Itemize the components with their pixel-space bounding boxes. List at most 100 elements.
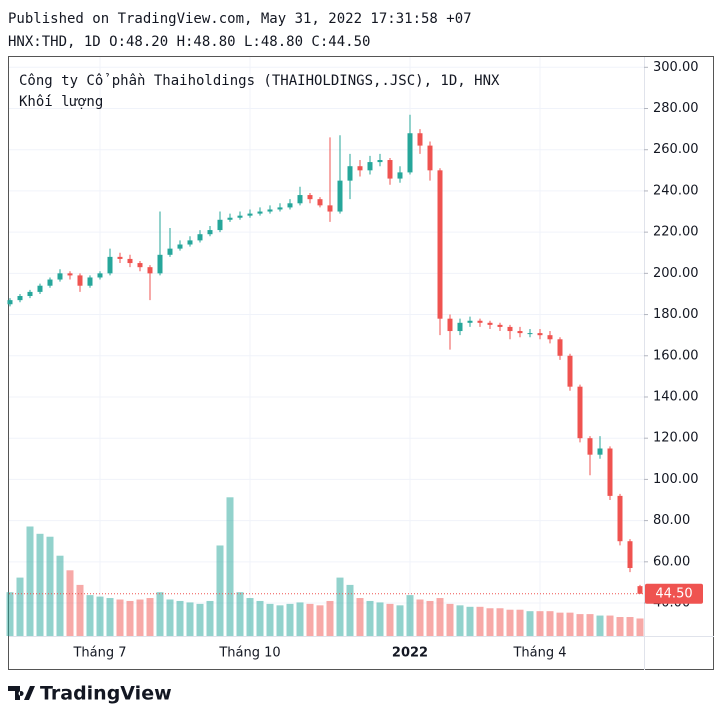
y-tick-label: 280.00 [653, 101, 699, 116]
volume-bar [136, 599, 144, 636]
candle-body [357, 166, 363, 171]
logo [8, 686, 35, 700]
last-price-box [645, 583, 703, 604]
candle-body [607, 448, 613, 496]
candle-body [47, 279, 53, 286]
candle-body [397, 172, 403, 179]
axes: 40.0060.0080.00100.00120.00140.00160.001… [9, 60, 703, 661]
volume-bar [366, 600, 374, 636]
candle-body [437, 170, 443, 319]
volume-bar [126, 600, 134, 636]
volume-bar [476, 606, 484, 636]
candle-body [117, 256, 123, 259]
volume-bar [336, 577, 344, 636]
volume-bar [316, 605, 324, 636]
volume-bar [26, 526, 34, 636]
volume-bar [446, 603, 454, 636]
y-tick-label: 300.00 [653, 60, 699, 75]
x-tick-label: Tháng 7 [72, 646, 126, 661]
y-tick-label: 80.00 [653, 513, 690, 528]
y-tick-label: 120.00 [653, 431, 699, 446]
candle-body [527, 333, 533, 335]
volume-bar [626, 617, 634, 636]
candle-body [277, 207, 283, 210]
volume-bar [536, 611, 544, 636]
volume-bar [436, 598, 444, 636]
volume-bar [6, 592, 14, 636]
volume-bar [56, 555, 64, 636]
candle-body [167, 248, 173, 255]
volume-bar [66, 570, 74, 636]
volume-bar [296, 602, 304, 636]
grid [9, 57, 644, 636]
volume-bar [306, 603, 314, 636]
candle-layer [7, 114, 643, 594]
volume-bar [516, 609, 524, 636]
candle-body [497, 324, 503, 327]
candle-body [617, 495, 623, 542]
candle-body [257, 211, 263, 214]
volume-bar [396, 605, 404, 636]
candle-body [337, 180, 343, 212]
volume-bar [546, 611, 554, 636]
candle-body [377, 160, 383, 163]
volume-bar [636, 618, 644, 636]
candle-body [57, 273, 63, 280]
y-tick-label: 180.00 [653, 307, 699, 322]
candle-body [127, 258, 133, 264]
volume-bar [466, 606, 474, 636]
volume-bar [256, 600, 264, 636]
candle-body [447, 318, 453, 332]
candle-body [567, 355, 573, 387]
candle-body [577, 386, 583, 439]
candle-body [7, 300, 13, 305]
candle-body [77, 275, 83, 286]
candle-body [157, 254, 163, 274]
last-price-label: 44.50 [655, 586, 692, 601]
candle-body [237, 215, 243, 218]
candle-body [597, 448, 603, 455]
volume-bar [486, 608, 494, 636]
volume-bar [146, 598, 154, 636]
candle-body [557, 339, 563, 356]
volume-layer [6, 497, 644, 636]
volume-bar [416, 599, 424, 636]
x-tick-label: Tháng 4 [512, 646, 566, 661]
y-tick-label: 200.00 [653, 266, 699, 281]
candle-body [87, 277, 93, 286]
volume-bar [406, 595, 414, 636]
candle-body [507, 326, 513, 332]
volume-bar [166, 599, 174, 636]
y-tick-label: 60.00 [653, 554, 690, 569]
volume-bar [566, 612, 574, 636]
volume-bar [496, 608, 504, 636]
candle-body [17, 296, 23, 301]
x-tick-label: 2022 [392, 646, 428, 661]
volume-bar [606, 615, 614, 636]
candle-body [207, 230, 213, 235]
candle-body [587, 438, 593, 455]
candle-body [37, 285, 43, 292]
volume-bar [266, 603, 274, 636]
candle-body [327, 205, 333, 212]
candle-body [137, 263, 143, 268]
candle-body [467, 320, 473, 323]
candle-body [547, 335, 553, 340]
candle-body [427, 145, 433, 171]
candle-body [417, 133, 423, 146]
candle-body [297, 195, 303, 204]
volume-bar [216, 545, 224, 636]
volume-bar [286, 603, 294, 636]
y-tick-label: 160.00 [653, 348, 699, 363]
y-tick-label: 240.00 [653, 183, 699, 198]
candle-body [197, 234, 203, 241]
candle-body [477, 320, 483, 323]
volume-bar [76, 584, 84, 636]
volume-bar [96, 596, 104, 636]
volume-bar [456, 605, 464, 636]
quote-line: HNX:THD, 1D O:48.20 H:48.80 L:48.80 C:44… [8, 34, 370, 50]
volume-bar [106, 598, 114, 636]
volume-bar [506, 609, 514, 636]
